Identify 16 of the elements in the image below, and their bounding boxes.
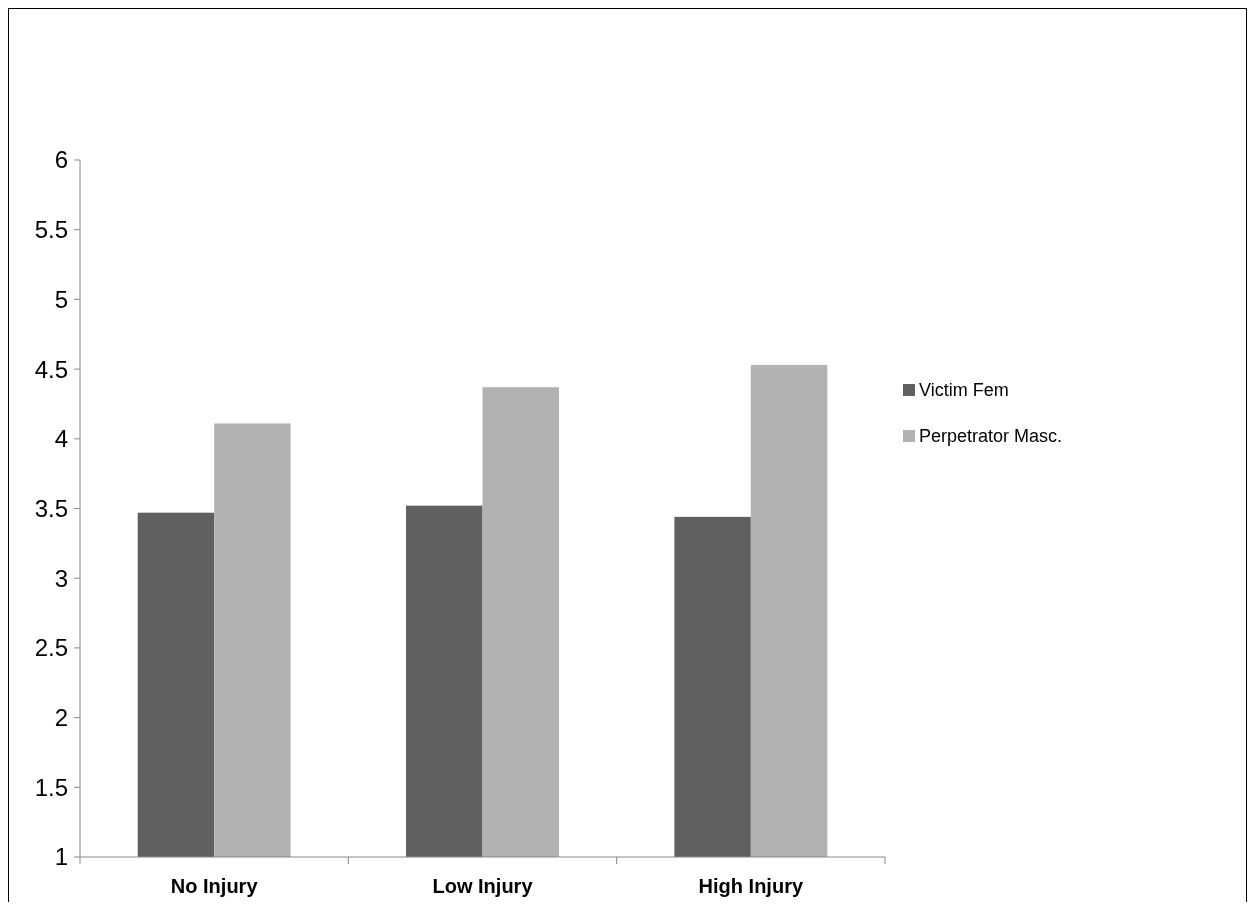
- x-tick-label: Low Injury: [432, 875, 534, 897]
- y-tick-label: 2.5: [34, 634, 68, 662]
- y-tick-label: 5.5: [34, 216, 68, 244]
- y-tick-label: 5: [54, 285, 68, 313]
- y-tick-label: 6: [54, 146, 68, 174]
- y-tick-label: 3: [54, 564, 68, 592]
- y-tick-label: 4.5: [34, 355, 68, 383]
- y-tick-label: 3.5: [34, 494, 68, 522]
- y-tick-label: 2: [54, 704, 68, 731]
- x-tick-label: High Injury: [698, 875, 804, 897]
- legend-label: Perpetrator Masc.: [919, 426, 1063, 447]
- legend-label: Victim Fem: [919, 380, 1009, 401]
- y-tick-label: 4: [54, 425, 68, 453]
- y-tick-label: 1: [54, 843, 68, 871]
- y-tick-label: 1.5: [34, 773, 68, 801]
- x-tick-label: No Injury: [170, 875, 259, 897]
